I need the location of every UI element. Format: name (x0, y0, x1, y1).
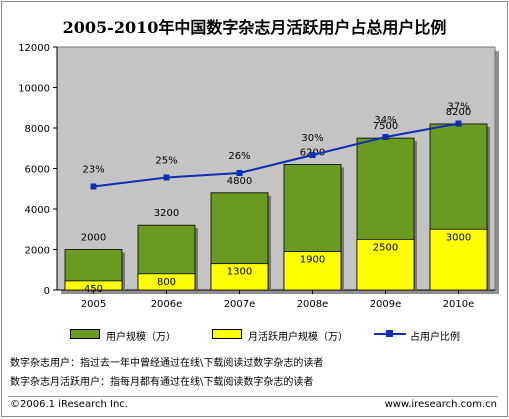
data-label-ratio: 34% (374, 115, 396, 126)
x-tick-label: 2008e (297, 299, 329, 310)
legend-label-total: 用户规模（万） (106, 332, 176, 343)
bar-active (283, 251, 342, 291)
data-label-active: 2500 (373, 242, 398, 253)
copyright-text: ©2006.1 iResearch Inc. (10, 399, 128, 410)
ratio-point (382, 134, 389, 140)
y-tick-label: 2000 (25, 246, 50, 257)
data-label-total: 3200 (154, 208, 179, 219)
legend-label-active: 月活跃用户规模（万） (248, 332, 348, 343)
footer-divider (8, 396, 498, 397)
ratio-point (309, 152, 316, 158)
legend-swatch-total (70, 329, 100, 339)
ratio-point (236, 170, 243, 176)
data-label-total: 7500 (373, 121, 398, 132)
legend-label-ratio: 占用户比例 (410, 332, 460, 343)
data-label-ratio: 30% (301, 133, 323, 144)
data-label-total: 4800 (227, 176, 252, 187)
note-active-user-definition: 数字杂志月活跃用户：指每月都有通过在线\下载阅读数字杂志的读者 (10, 377, 314, 388)
data-label-ratio: 23% (82, 165, 104, 176)
website-text: www.iresearch.com.cn (384, 399, 497, 410)
data-label-active: 1300 (227, 267, 252, 278)
data-label-active: 800 (157, 277, 176, 288)
chart-plot: 0 2000 4000 6000 8000 10000 12000 2000 450 2005 32… (18, 43, 499, 310)
x-tick-label: 2006e (151, 299, 183, 310)
ratio-point (90, 183, 97, 190)
x-tick-label: 2010e (443, 299, 475, 310)
legend: 用户规模（万） 月活跃用户规模（万） 占用户比例 (2, 324, 507, 346)
data-label-ratio: 25% (155, 156, 177, 167)
x-tick-label: 2007e (224, 299, 256, 310)
x-tick-label: 2005 (81, 299, 106, 310)
y-tick-label: 4000 (25, 205, 50, 216)
data-label-active: 3000 (446, 232, 471, 243)
data-label-ratio: 26% (228, 151, 250, 162)
ratio-point (455, 120, 462, 127)
y-tick-label: 10000 (18, 84, 50, 95)
legend-marker-ratio (386, 330, 393, 337)
definition-notes: 数字杂志用户：指过去一年中曾经通过在线\下载阅读过数字杂志的读者 数字杂志月活跃… (10, 354, 323, 392)
ratio-line (93, 122, 459, 188)
data-label-active: 1900 (300, 255, 325, 266)
bar-active (429, 228, 488, 291)
plot-area (56, 46, 496, 291)
legend-swatch-active (212, 329, 242, 339)
y-tick-label: 8000 (25, 124, 50, 135)
data-label-active: 450 (84, 284, 103, 295)
data-label-ratio: 37% (447, 102, 469, 113)
x-tick-label: 2009e (370, 299, 402, 310)
y-tick-label: 12000 (18, 43, 50, 54)
note-user-definition: 数字杂志用户：指过去一年中曾经通过在线\下载阅读过数字杂志的读者 (10, 358, 324, 369)
data-label-total: 8200 (446, 107, 471, 118)
chart-title: 2005-2010年中国数字杂志月活跃用户占总用户比例 (62, 18, 447, 37)
data-label-total: 2000 (81, 233, 106, 244)
bar-active (210, 263, 269, 291)
y-tick-label: 6000 (25, 165, 50, 176)
ratio-point (163, 174, 170, 181)
y-tick-label: 0 (44, 286, 50, 297)
